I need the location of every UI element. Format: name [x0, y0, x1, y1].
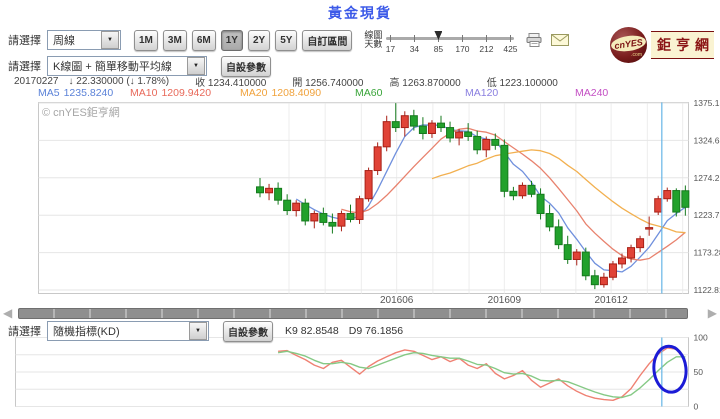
toolbar-row-charttype: 請選擇 K線圖 + 簡單移動平均線 ▼ 自設參數: [8, 55, 271, 77]
charttype-select-label: 請選擇: [8, 61, 41, 73]
svg-text:1375.15: 1375.15: [694, 100, 720, 108]
chevron-down-icon: ▼: [101, 31, 119, 49]
range-button-6m[interactable]: 6M: [191, 29, 216, 51]
set-params-button[interactable]: 自設參數: [221, 55, 271, 77]
quote-date: 20170227: [14, 76, 59, 87]
range-button-1y[interactable]: 1Y: [220, 29, 243, 51]
charttype-dropdown-value: K線圖 + 簡單移動平均線: [53, 61, 172, 73]
kd-chart-canvas[interactable]: 100 50 0: [0, 327, 720, 419]
kd-set-params-button[interactable]: 自設參數: [223, 320, 273, 342]
svg-text:201606: 201606: [380, 295, 414, 306]
svg-text:1324.68: 1324.68: [694, 135, 720, 145]
cnyes-logo[interactable]: cnYES .com 鉅亨網: [610, 27, 714, 63]
period-dropdown-value: 周線: [53, 35, 75, 47]
days-slider-track[interactable]: [386, 37, 515, 40]
kd-d-value: D9 76.1856: [348, 325, 404, 337]
range-button-3m[interactable]: 3M: [162, 29, 187, 51]
ma-legend-ma60: MA60: [355, 87, 383, 99]
quote-high: 高 1263.870000: [389, 78, 461, 89]
svg-text:1173.28: 1173.28: [694, 248, 720, 258]
days-slider-handle[interactable]: [434, 31, 443, 40]
ma-legend-ma20: MA20 1208.4090: [240, 87, 322, 99]
slider-tick-212: 212: [479, 44, 494, 54]
scrollbar-track[interactable]: [18, 308, 688, 319]
svg-text:201612: 201612: [594, 295, 628, 306]
range-button-2y[interactable]: 2Y: [247, 29, 271, 51]
days-slider[interactable]: 17 34 85 170 212 425: [386, 31, 518, 57]
ma-legend-ma240: MA240: [575, 87, 609, 99]
scroll-right-icon[interactable]: ▶: [707, 306, 717, 320]
slider-tick-34: 34: [409, 44, 420, 54]
chevron-down-icon: ▼: [187, 57, 205, 75]
charttype-dropdown[interactable]: K線圖 + 簡單移動平均線 ▼: [47, 56, 207, 76]
ma-legend: MA5 1235.8240 MA10 1209.9420 MA20 1208.4090…: [0, 87, 720, 100]
cnyes-logo-brand: cnYES: [610, 33, 647, 54]
quote-low: 低 1223.100000: [486, 78, 558, 89]
ma-legend-ma10: MA10 1209.9420: [130, 87, 212, 99]
chevron-down-icon: ▼: [189, 322, 207, 340]
ma-legend-ma5: MA5 1235.8240: [38, 87, 114, 99]
kd-k-value: K9 82.8548: [285, 325, 339, 337]
watermark: © cnYES鉅亨網: [42, 107, 120, 119]
slider-tick-170: 170: [455, 44, 470, 54]
chart-days-label: 線圖 天數: [364, 30, 383, 49]
cnyes-logo-domain: .com: [631, 52, 642, 58]
quote-open: 開 1256.740000: [292, 78, 364, 89]
period-select-label: 請選擇: [8, 35, 41, 47]
chart-scrollbar[interactable]: ◀ ▶: [0, 306, 720, 322]
period-dropdown[interactable]: 周線 ▼: [47, 30, 121, 50]
kd-dropdown[interactable]: 隨機指標(KD) ▼: [47, 321, 209, 341]
slider-tick-425: 425: [503, 44, 518, 54]
svg-text:201609: 201609: [488, 295, 522, 306]
quote-change: ↓ 22.330000 (↓ 1.78%): [68, 76, 170, 87]
svg-text:0: 0: [694, 402, 699, 412]
slider-tick-85: 85: [433, 44, 444, 54]
quote-row: 20170227 ↓ 22.330000 (↓ 1.78%) 收 1234.41…: [14, 74, 558, 89]
quote-close: 收 1234.410000: [195, 78, 267, 89]
kd-dropdown-value: 隨機指標(KD): [53, 326, 120, 338]
cnyes-logo-sphere: cnYES .com: [610, 27, 647, 63]
scroll-left-icon[interactable]: ◀: [3, 306, 13, 320]
slider-tick-17: 17: [385, 44, 396, 54]
custom-range-button[interactable]: 自訂區間: [302, 29, 353, 51]
kd-toolbar-row: 請選擇 隨機指標(KD) ▼ 自設參數 K9 82.8548 D9 76.185…: [8, 320, 404, 342]
printer-icon[interactable]: [526, 33, 543, 47]
svg-text:1223.75: 1223.75: [694, 210, 720, 220]
svg-text:1274.21: 1274.21: [694, 173, 720, 183]
ma-legend-ma120: MA120: [465, 87, 499, 99]
cnyes-logo-sitename: 鉅亨網: [651, 31, 714, 59]
range-button-5y[interactable]: 5Y: [275, 29, 298, 51]
svg-text:50: 50: [694, 367, 704, 377]
range-button-1m[interactable]: 1M: [134, 29, 158, 51]
svg-text:100: 100: [694, 333, 708, 343]
toolbar-row-period: 請選擇 周線 ▼ 1M 3M 6M 1Y 2Y 5Y 自訂區間 線圖 天數 17…: [8, 28, 570, 54]
page-title: 黃金現貨: [328, 5, 392, 21]
main-chart-canvas[interactable]: 1375.15 1324.68 1274.21 1223.75 1173.28 1122.…: [0, 100, 720, 306]
kd-select-label: 請選擇: [8, 326, 41, 338]
mail-icon[interactable]: [551, 34, 570, 46]
svg-text:1122.81: 1122.81: [694, 285, 720, 295]
